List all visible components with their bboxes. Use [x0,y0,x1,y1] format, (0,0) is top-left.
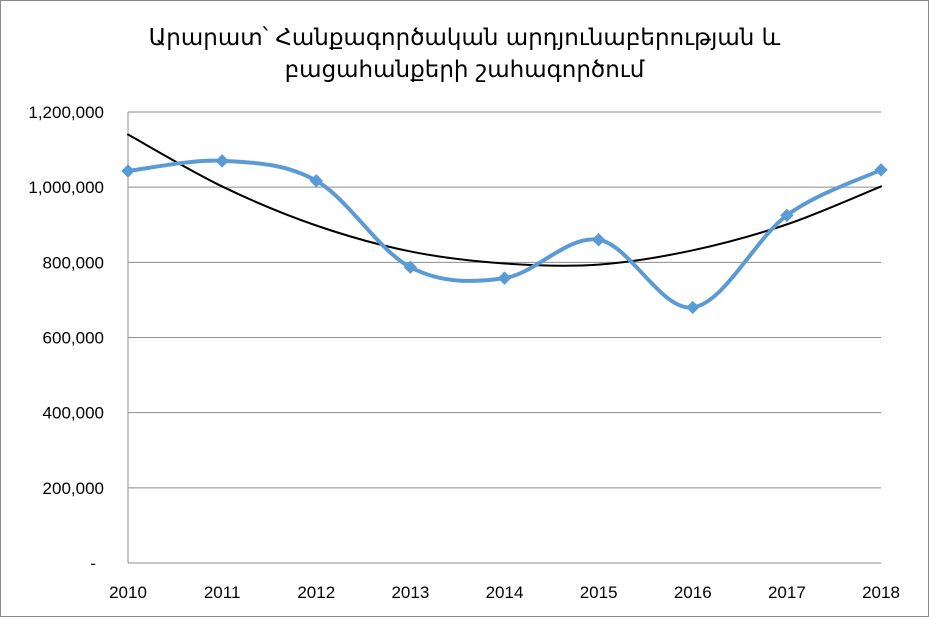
series [121,133,888,315]
y-tick-label: 800,000 [43,253,104,272]
data-point-marker [874,163,888,177]
data-point-marker [121,164,135,178]
y-tick-label: 400,000 [43,404,104,423]
data-point-marker [780,208,794,223]
axes [127,112,881,564]
x-tick-label: 2014 [486,583,524,602]
x-tick-label: 2011 [204,583,241,602]
y-tick-label: 600,000 [43,329,104,348]
x-axis-tick-labels: 2010 2011 2012 2013 2014 2015 2016 2017 2018 [109,583,900,602]
x-tick-label: 2010 [109,583,147,602]
y-tick-label: 200,000 [43,479,104,498]
gridlines [128,111,881,489]
x-tick-label: 2012 [297,583,335,602]
chart-title-line-1: Արարատ՝ Հանքագործական արդյունաբերության … [148,25,781,51]
data-point-marker [309,174,323,188]
trendline [127,133,882,267]
x-tick-label: 2016 [674,583,712,602]
chart-title-line-2: բացահանքերի շահագործում [284,57,645,83]
y-axis-tick-labels: - 200,000 400,000 600,000 800,000 1,000,000 1,… [28,103,104,573]
y-tick-label: 1,200,000 [28,103,104,122]
chart-title: Արարատ՝ Հանքագործական արդյունաբերության … [0,22,929,86]
data-point-marker [215,154,229,168]
x-tick-label: 2017 [768,583,806,602]
y-tick-label: 1,000,000 [28,178,104,197]
x-tick-label: 2013 [391,583,429,602]
x-tick-label: 2018 [862,583,900,602]
x-tick-label: 2015 [580,583,618,602]
data-point-marker [686,300,700,315]
data-point-marker [403,260,418,274]
data-point-marker [497,271,512,285]
data-point-marker [591,233,606,247]
series-line [126,158,883,310]
y-tick-label: - [90,554,96,573]
